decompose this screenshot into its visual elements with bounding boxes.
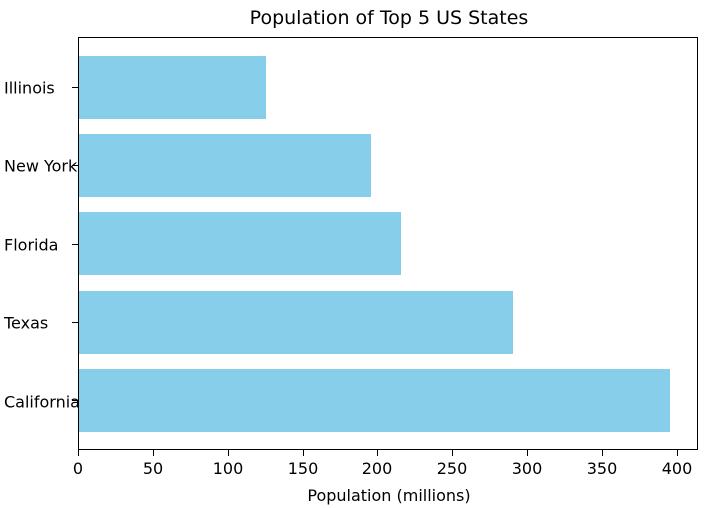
ytick-texas <box>72 322 78 324</box>
bar-california <box>79 369 670 432</box>
xtick-250 <box>452 450 454 456</box>
xtick-0 <box>78 450 80 456</box>
xtick-label-150: 150 <box>287 459 319 478</box>
xtick-350 <box>602 450 604 456</box>
ytick-label-new-york: New York <box>4 156 78 176</box>
ytick-california <box>72 400 78 402</box>
ytick-illinois <box>72 87 78 89</box>
xtick-100 <box>228 450 230 456</box>
xtick-label-400: 400 <box>661 459 693 478</box>
ytick-florida <box>72 244 78 246</box>
xtick-label-0: 0 <box>72 459 84 478</box>
plot-area <box>78 37 698 450</box>
xtick-300 <box>527 450 529 456</box>
x-axis-label: Population (millions) <box>307 486 471 505</box>
chart-title: Population of Top 5 US States <box>249 7 529 29</box>
ytick-new-york <box>72 165 78 167</box>
bar-new-york <box>79 134 371 197</box>
xtick-label-50: 50 <box>142 459 164 478</box>
ytick-label-florida: Florida <box>4 235 59 255</box>
xtick-label-300: 300 <box>511 459 543 478</box>
xtick-200 <box>377 450 379 456</box>
xtick-150 <box>303 450 305 456</box>
bar-illinois <box>79 56 266 119</box>
ytick-label-california: California <box>4 392 80 412</box>
ytick-label-texas: Texas <box>4 313 49 333</box>
xtick-label-100: 100 <box>212 459 244 478</box>
xtick-50 <box>153 450 155 456</box>
ytick-label-illinois: Illinois <box>4 78 55 98</box>
bar-florida <box>79 212 401 275</box>
bar-texas <box>79 291 513 354</box>
xtick-label-200: 200 <box>361 459 393 478</box>
xtick-label-350: 350 <box>586 459 618 478</box>
xtick-label-250: 250 <box>436 459 468 478</box>
xtick-400 <box>677 450 679 456</box>
